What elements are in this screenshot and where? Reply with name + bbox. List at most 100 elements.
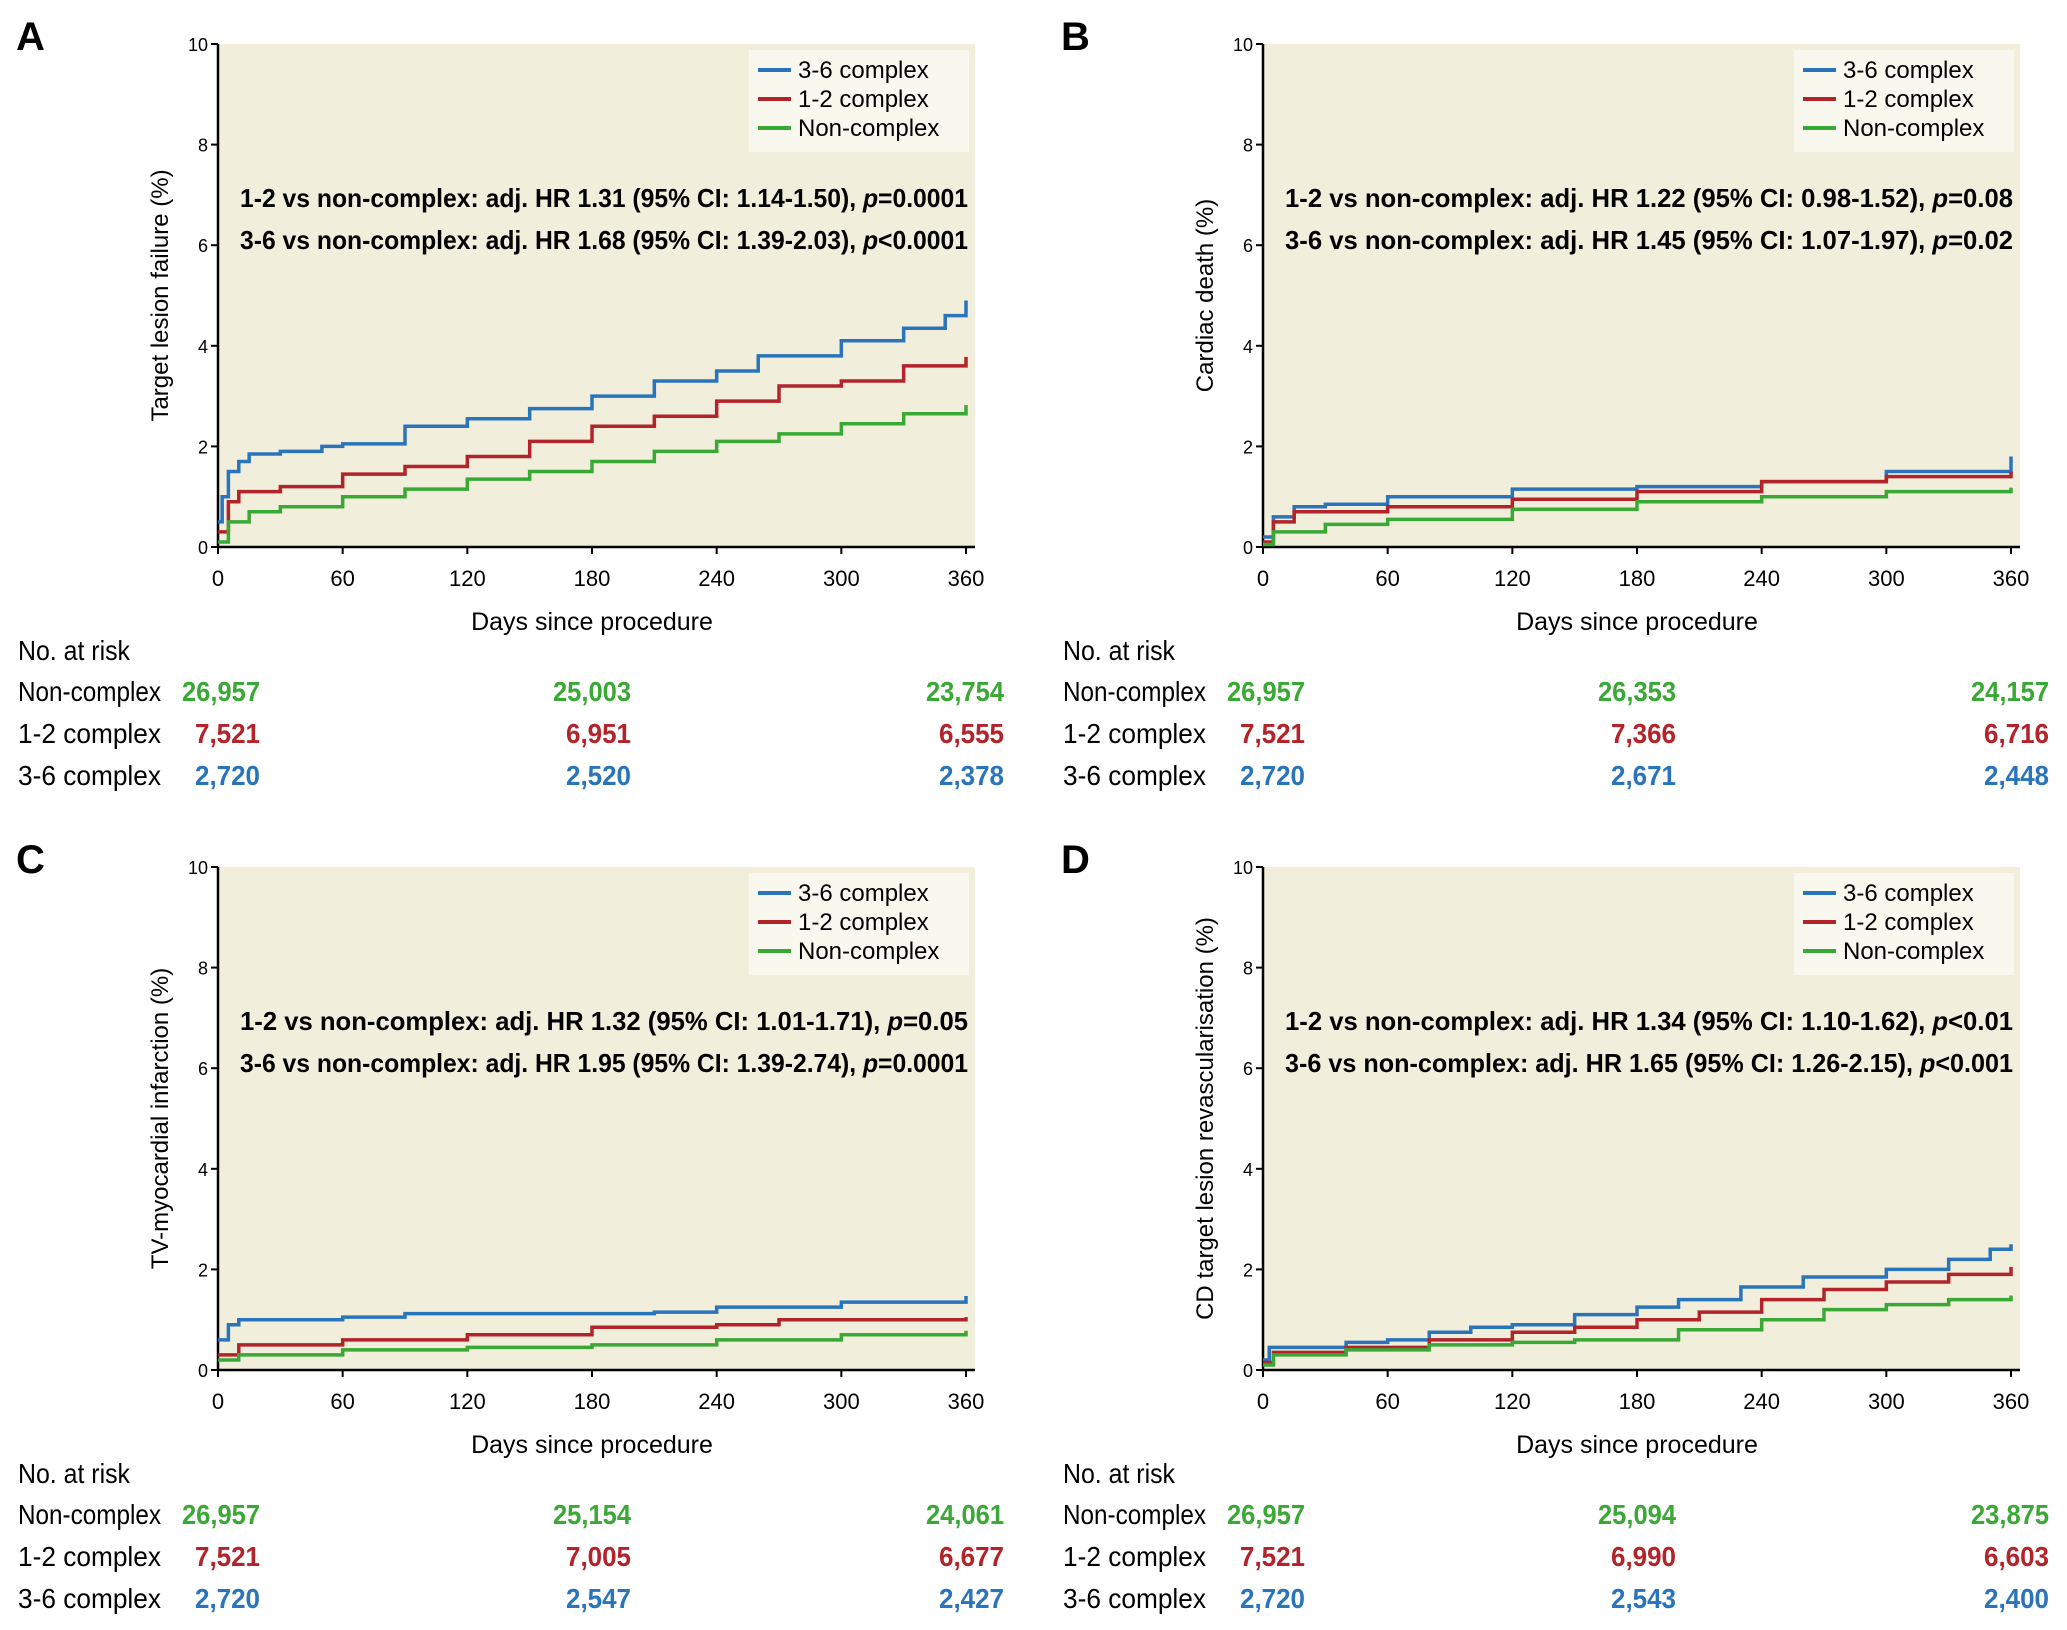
legend-label: 1-2 complex: [1843, 909, 1974, 936]
hr-text: 1-2 vs non-complex: adj. HR 1.22 (95% CI…: [1285, 183, 1932, 213]
x-tick-label: 120: [1494, 1389, 1531, 1414]
panel-letter: A: [16, 15, 45, 59]
hr-text: 3-6 vs non-complex: adj. HR 1.65 (95% CI…: [1285, 1048, 1920, 1078]
risk-value: 24,157: [1971, 676, 2049, 707]
risk-value: 23,754: [926, 676, 1004, 707]
y-tick-label: 10: [188, 35, 208, 55]
risk-row-label: 3-6 complex: [1063, 760, 1206, 791]
risk-value: 6,951: [566, 718, 631, 749]
panel-c: C 0 2 4 6 8 10 0 60 120 180 240 300 360 Days since pro…: [16, 838, 1004, 1614]
legend-label: 1-2 complex: [1843, 86, 1974, 113]
series-line-1-2-complex: [218, 1317, 968, 1357]
p-value: =0.05: [903, 1006, 968, 1036]
risk-value: 6,716: [1984, 718, 2049, 749]
x-tick-label: 120: [1494, 566, 1531, 591]
panel-letter: B: [1061, 15, 1090, 59]
hr-annotation: 3-6 vs non-complex: adj. HR 1.68 (95% CI…: [240, 225, 968, 255]
x-tick-label: 60: [1375, 566, 1399, 591]
x-axis-label: Days since procedure: [471, 608, 713, 636]
x-tick-label: 180: [574, 566, 611, 591]
p-value: =0.02: [1948, 225, 2013, 255]
y-tick-label: 4: [1243, 337, 1253, 357]
legend-label: Non-complex: [798, 938, 939, 965]
series-line-non-complex: [1263, 1295, 2013, 1367]
p-symbol: p: [1931, 1006, 1948, 1036]
risk-value: 2,720: [1240, 760, 1305, 791]
y-tick-label: 10: [1233, 858, 1253, 878]
hr-annotation: 1-2 vs non-complex: adj. HR 1.34 (95% CI…: [1285, 1006, 2013, 1036]
series-line-non-complex: [218, 1330, 968, 1362]
hr-text: 3-6 vs non-complex: adj. HR 1.68 (95% CI…: [240, 225, 863, 255]
series-line-3-6-complex: [218, 300, 968, 524]
y-tick-label: 8: [1243, 959, 1253, 979]
x-tick-label: 300: [823, 1389, 860, 1414]
x-tick-label: 300: [823, 566, 860, 591]
p-value: <0.001: [1935, 1048, 2013, 1078]
y-tick-label: 0: [198, 538, 208, 558]
p-value: =0.08: [1948, 183, 2013, 213]
risk-row-label: Non-complex: [18, 1499, 161, 1530]
x-tick-label: 300: [1868, 1389, 1905, 1414]
x-tick-label: 360: [948, 1389, 985, 1414]
risk-value: 2,547: [566, 1583, 631, 1614]
legend-label: 3-6 complex: [1843, 57, 1974, 84]
risk-value: 2,448: [1984, 760, 2049, 791]
risk-value: 26,957: [1227, 1499, 1305, 1530]
series-line-1-2-complex: [218, 356, 968, 534]
x-axis-label: Days since procedure: [1516, 608, 1758, 636]
risk-value: 7,005: [566, 1541, 631, 1572]
risk-row-label: 1-2 complex: [18, 1541, 161, 1572]
y-axis-label: Cardiac death (%): [1192, 199, 1219, 392]
x-tick-label: 120: [449, 566, 486, 591]
y-tick-label: 10: [1233, 35, 1253, 55]
series-line-1-2-complex: [1263, 471, 2013, 544]
risk-value: 26,957: [182, 676, 260, 707]
x-tick-label: 240: [698, 566, 735, 591]
risk-value: 24,061: [926, 1499, 1004, 1530]
x-tick-label: 0: [212, 566, 224, 591]
legend-label: 1-2 complex: [798, 86, 929, 113]
legend-label: 3-6 complex: [798, 57, 929, 84]
risk-row-label: 1-2 complex: [1063, 718, 1206, 749]
risk-row-label: 1-2 complex: [18, 718, 161, 749]
y-tick-label: 0: [1243, 538, 1253, 558]
y-tick-label: 6: [198, 1059, 208, 1079]
hr-annotation: 1-2 vs non-complex: adj. HR 1.32 (95% CI…: [240, 1006, 968, 1036]
risk-value: 2,520: [566, 760, 631, 791]
risk-value: 2,720: [195, 1583, 260, 1614]
series-line-non-complex: [218, 405, 968, 544]
panel-b: B 0 2 4 6 8 10 0 60 120 180 240 300 360 Days since pro…: [1061, 15, 2049, 791]
hr-annotation: 1-2 vs non-complex: adj. HR 1.31 (95% CI…: [240, 183, 968, 213]
x-tick-label: 360: [1993, 566, 2030, 591]
y-tick-label: 0: [1243, 1361, 1253, 1381]
hr-text: 3-6 vs non-complex: adj. HR 1.95 (95% CI…: [240, 1048, 863, 1078]
x-tick-label: 60: [1375, 1389, 1399, 1414]
p-value: =0.0001: [878, 1048, 968, 1078]
risk-value: 6,603: [1984, 1541, 2049, 1572]
panel-d: D 0 2 4 6 8 10 0 60 120 180 240 300 360 Days since pro…: [1061, 838, 2049, 1614]
y-tick-label: 8: [198, 959, 208, 979]
hr-annotation: 1-2 vs non-complex: adj. HR 1.22 (95% CI…: [1285, 183, 2013, 213]
y-tick-label: 2: [198, 437, 208, 457]
y-axis-label: CD target lesion revascularisation (%): [1192, 917, 1219, 1320]
risk-row-label: Non-complex: [1063, 1499, 1206, 1530]
x-tick-label: 360: [1993, 1389, 2030, 1414]
x-axis-label: Days since procedure: [471, 1431, 713, 1459]
risk-value: 26,957: [1227, 676, 1305, 707]
hr-annotation: 3-6 vs non-complex: adj. HR 1.45 (95% CI…: [1285, 225, 2013, 255]
risk-value: 7,521: [1240, 718, 1305, 749]
series-line-non-complex: [1263, 487, 2013, 547]
risk-value: 7,521: [1240, 1541, 1305, 1572]
legend-label: Non-complex: [1843, 938, 1984, 965]
y-tick-label: 6: [198, 236, 208, 256]
risk-table-title: No. at risk: [18, 1458, 131, 1489]
risk-value: 2,427: [939, 1583, 1004, 1614]
y-tick-label: 8: [198, 136, 208, 156]
risk-value: 2,720: [195, 760, 260, 791]
x-tick-label: 300: [1868, 566, 1905, 591]
y-tick-label: 6: [1243, 1059, 1253, 1079]
